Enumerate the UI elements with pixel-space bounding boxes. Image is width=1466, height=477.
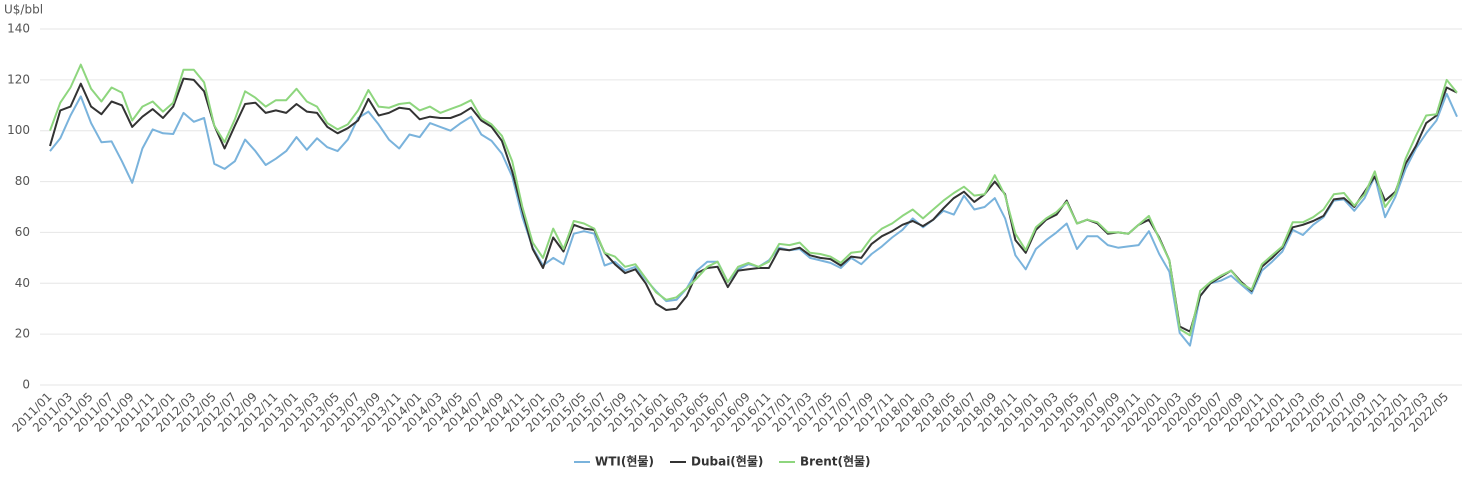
y-axis-label: U$/bbl xyxy=(4,3,43,17)
line xyxy=(49,77,1458,333)
y-tick-label: 80 xyxy=(15,174,30,188)
line xyxy=(49,63,1458,337)
y-tick-label: 140 xyxy=(7,22,30,36)
legend-label: WTI(현물) xyxy=(595,454,654,469)
y-tick-label: 120 xyxy=(7,72,30,86)
legend-label: Dubai(현물) xyxy=(691,454,763,469)
y-tick-label: 20 xyxy=(15,327,30,341)
y-tick-label: 0 xyxy=(22,378,30,392)
line xyxy=(49,92,1458,347)
y-tick-label: 60 xyxy=(15,225,30,239)
y-tick-label: 40 xyxy=(15,276,30,290)
y-tick-label: 100 xyxy=(7,123,30,137)
legend-label: Brent(현물) xyxy=(800,454,871,469)
